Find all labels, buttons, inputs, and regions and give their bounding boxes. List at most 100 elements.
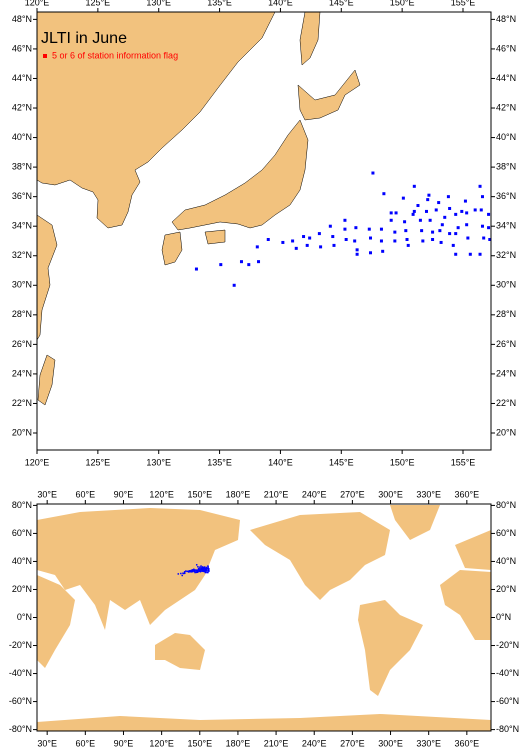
station-point — [199, 566, 201, 568]
station-point — [355, 248, 359, 252]
station-point — [204, 571, 207, 574]
y-tick-label: 44°N — [496, 73, 516, 83]
x-tick-label: 270°E — [340, 489, 365, 499]
x-tick-label: 300°E — [378, 738, 403, 748]
station-point — [193, 568, 195, 571]
station-point — [446, 195, 450, 199]
x-tick-label: 330°E — [416, 738, 441, 748]
station-point — [208, 569, 210, 571]
station-point — [401, 196, 405, 200]
africa-west-edge — [37, 575, 75, 668]
station-point — [478, 184, 482, 188]
station-point — [389, 218, 393, 222]
x-tick-label: 130°E — [146, 457, 171, 467]
station-point — [281, 240, 285, 244]
y-tick-label: 22°N — [12, 398, 32, 408]
station-point — [317, 232, 321, 236]
x-tick-label: 210°E — [264, 489, 289, 499]
station-point — [382, 192, 386, 196]
station-point — [369, 251, 373, 255]
station-point — [201, 570, 203, 573]
antarctica — [37, 714, 491, 731]
station-point — [468, 252, 472, 256]
y-tick-label: 36°N — [496, 191, 516, 201]
china-coast — [36, 214, 58, 341]
station-point — [393, 230, 397, 234]
x-tick-label: 30°E — [37, 489, 57, 499]
world-land — [37, 505, 491, 731]
station-point — [177, 573, 180, 575]
station-point — [405, 237, 409, 241]
station-point — [431, 237, 435, 241]
station-point — [381, 249, 385, 253]
x-tick-label: 120°E — [149, 489, 174, 499]
station-point — [465, 211, 469, 215]
station-point — [219, 263, 223, 267]
station-point — [393, 239, 397, 243]
station-point — [198, 567, 200, 570]
station-point — [367, 227, 371, 231]
y-tick-label: -60°N — [496, 696, 519, 706]
station-point — [187, 571, 190, 573]
station-point — [197, 566, 199, 568]
station-point — [190, 569, 192, 572]
hokkaido — [297, 69, 361, 121]
station-point — [189, 570, 191, 572]
station-point — [185, 570, 187, 572]
station-point — [194, 570, 196, 573]
station-point — [203, 568, 205, 570]
y-tick-label: 40°N — [496, 132, 516, 142]
station-point — [204, 570, 206, 573]
y-tick-label: 36°N — [12, 191, 32, 201]
station-point — [478, 252, 482, 256]
top-land — [36, 11, 361, 406]
station-point — [183, 572, 185, 575]
station-point — [201, 566, 204, 568]
station-point — [394, 211, 398, 215]
x-tick-label: 120°E — [25, 457, 50, 467]
station-point — [487, 226, 491, 230]
station-point — [183, 571, 186, 573]
station-point — [412, 209, 416, 213]
station-point — [186, 570, 189, 573]
station-point — [202, 570, 204, 572]
x-tick-label: 140°E — [268, 457, 293, 467]
station-point — [239, 260, 243, 264]
y-tick-label: 60°N — [496, 528, 516, 538]
station-point — [403, 220, 407, 224]
station-point — [451, 243, 455, 247]
europe-east-edge — [455, 530, 491, 570]
station-point — [443, 215, 447, 219]
x-tick-label: 155°E — [451, 457, 476, 467]
station-point — [201, 567, 204, 570]
station-point — [199, 569, 201, 572]
y-tick-label: 48°N — [12, 14, 32, 24]
station-point — [463, 199, 467, 203]
y-tick-label: 20°N — [12, 584, 32, 594]
station-point — [379, 227, 383, 231]
y-tick-label: 32°N — [12, 250, 32, 260]
station-point — [488, 237, 492, 241]
station-point — [198, 569, 200, 572]
station-point — [437, 201, 441, 205]
station-point — [200, 568, 203, 571]
y-tick-label: 20°N — [496, 584, 516, 594]
x-tick-label: 120°E — [25, 0, 50, 7]
station-point — [198, 570, 200, 573]
station-point — [369, 236, 373, 240]
x-tick-label: 240°E — [302, 738, 327, 748]
station-point — [208, 570, 210, 572]
station-point — [200, 567, 203, 569]
station-point — [194, 569, 196, 571]
station-point — [421, 239, 425, 243]
y-tick-label: 24°N — [12, 368, 32, 378]
x-tick-label: 150°E — [390, 0, 415, 7]
station-point — [404, 229, 408, 233]
y-tick-label: 0°N — [496, 612, 511, 622]
x-tick-label: 330°E — [416, 489, 441, 499]
y-tick-label: 26°N — [496, 339, 516, 349]
station-point — [191, 570, 194, 573]
station-point — [200, 565, 202, 567]
map-frame — [36, 11, 492, 451]
